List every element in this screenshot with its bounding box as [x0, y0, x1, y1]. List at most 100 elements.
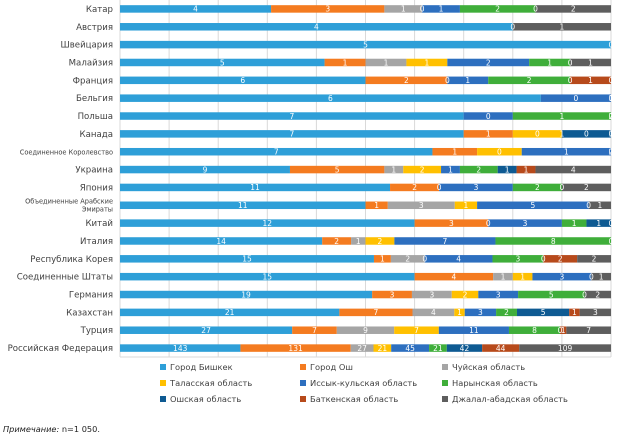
bar-segment [271, 5, 385, 13]
bar-segment [384, 5, 423, 13]
data-label: 3 [325, 5, 330, 14]
bar-segment [391, 344, 430, 352]
data-label: 2 [463, 290, 468, 299]
data-label: 2 [527, 76, 532, 85]
bar-segment [477, 201, 589, 210]
data-label: 2 [334, 237, 339, 246]
bar-segment [463, 130, 513, 138]
data-label: 0 [589, 272, 594, 281]
stacked-bar-chart: Катар Австрия Швейцария Малайзия Франция Бель… [7, 0, 614, 358]
data-label: 21 [433, 344, 443, 353]
legend-label: Город Бишкек [170, 362, 233, 372]
data-label: 0 [560, 183, 565, 192]
data-label: 1 [465, 76, 470, 85]
bar-segment [454, 201, 478, 210]
bar-segment [339, 308, 413, 317]
data-label: 11 [238, 201, 248, 210]
data-label: 0 [541, 255, 546, 264]
data-label: 2 [504, 308, 509, 317]
bar-segment [384, 165, 404, 174]
data-label: 1 [560, 23, 565, 32]
bar-segment [438, 326, 509, 334]
data-label: 2 [571, 5, 576, 14]
data-label: 0 [422, 255, 427, 264]
data-label: 1 [424, 58, 429, 67]
data-label: 44 [496, 344, 506, 353]
bar-segment [120, 219, 415, 227]
bar-segment [120, 237, 323, 245]
data-label: 0 [486, 219, 491, 228]
bar-segment [120, 326, 293, 334]
bar-segment [512, 23, 611, 31]
bar-segment [543, 255, 578, 263]
data-label: 0 [609, 237, 614, 246]
data-label: 109 [558, 344, 573, 353]
data-label: 3 [419, 201, 424, 210]
data-label: 1 [452, 148, 457, 157]
legend-swatch-icon [442, 396, 448, 402]
bar-segment [512, 130, 562, 138]
data-label: 3 [496, 290, 501, 299]
data-label: 4 [456, 255, 461, 264]
bar-segment [482, 344, 520, 352]
data-label: 7 [586, 326, 591, 335]
data-label: 3 [560, 272, 565, 281]
data-label: 2 [584, 183, 589, 192]
data-label: 0 [535, 130, 540, 139]
category-label: Япония [80, 183, 113, 193]
data-label: 1 [343, 58, 348, 67]
data-label: 143 [173, 344, 188, 353]
data-label: 0 [497, 148, 502, 157]
data-label: 0 [609, 219, 614, 228]
data-label: 1 [457, 308, 462, 317]
bar-segment [120, 76, 366, 85]
legend-label: Нарынская область [452, 378, 538, 388]
bar-segment [292, 326, 337, 334]
bar-segment [532, 272, 592, 281]
legend-label: Город Ош [310, 362, 353, 372]
data-label: 1 [374, 201, 379, 210]
data-label: 6 [240, 76, 245, 85]
bar-segment [365, 237, 395, 245]
bar-segment [447, 76, 489, 85]
legend-swatch-icon [300, 396, 306, 402]
bar-segment [120, 112, 464, 120]
data-label: 8 [532, 326, 537, 335]
bar-segment [540, 94, 611, 102]
bar-segment [488, 76, 571, 85]
bar-segment [120, 5, 272, 13]
bar-segment [464, 308, 497, 317]
bar-segment [324, 58, 366, 67]
bar-segment [529, 58, 571, 67]
data-label: 15 [263, 272, 273, 281]
data-label: 1 [547, 58, 552, 67]
data-label: 1 [572, 308, 577, 317]
data-label: 2 [495, 5, 500, 14]
data-label: 0 [568, 58, 573, 67]
gridlines [119, 0, 612, 358]
data-label: 3 [523, 219, 528, 228]
bar-segment [414, 272, 494, 281]
data-label: 5 [335, 165, 340, 174]
category-label: Канада [80, 130, 113, 140]
category-label: Австрия [76, 23, 113, 33]
bar-segment [570, 58, 611, 67]
bar-segment [518, 290, 585, 299]
bar-segment [496, 308, 517, 317]
data-label: 1 [524, 165, 529, 174]
category-label: Китай [85, 219, 113, 229]
bar-segment [350, 344, 374, 352]
bar-segment [512, 112, 611, 120]
category-label: Турция [80, 326, 113, 336]
bar-segment [492, 255, 544, 263]
data-label: 2 [476, 165, 481, 174]
legend: Город Бишкек Город Ош Чуйская область Талас… [160, 361, 620, 405]
legend-item: Ошская область [160, 393, 300, 405]
data-label: 4 [314, 23, 319, 32]
data-label: 3 [515, 255, 520, 264]
data-label: 1 [599, 272, 604, 281]
bar-segment [365, 76, 448, 85]
data-label: 14 [216, 237, 226, 246]
data-label: 3 [449, 219, 454, 228]
data-label: 6 [328, 94, 333, 103]
